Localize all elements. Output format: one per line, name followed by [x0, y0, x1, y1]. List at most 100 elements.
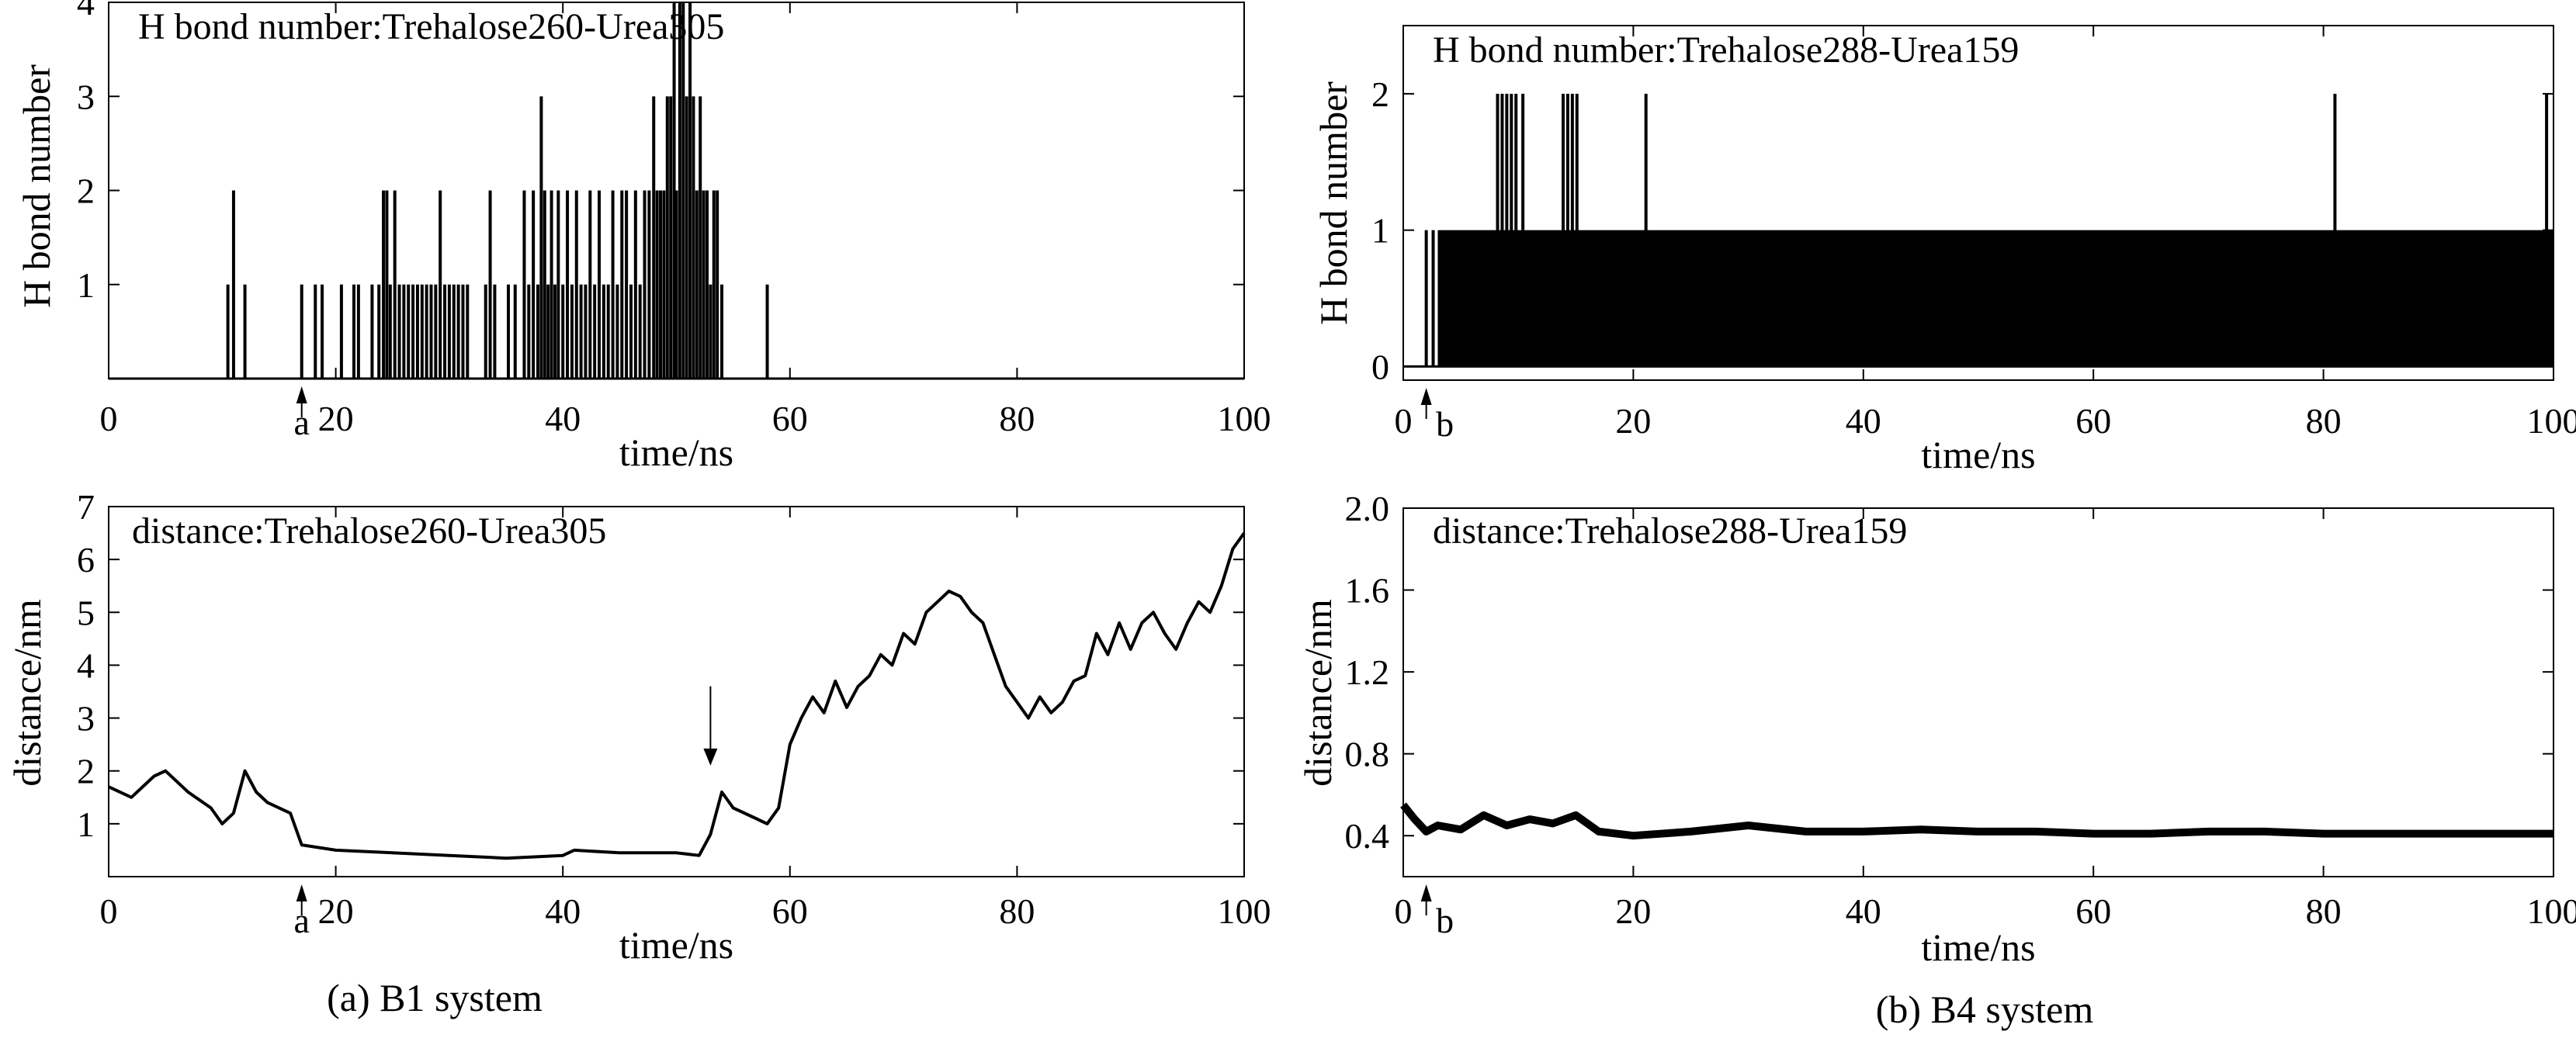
hbond-spike	[1431, 230, 1435, 367]
hbond-spike	[377, 284, 381, 379]
plot-frame	[1402, 25, 2554, 381]
hbond-spike	[513, 284, 517, 379]
hbond-spike	[765, 284, 769, 379]
hbond-spike	[388, 284, 392, 379]
hbond-spike	[598, 190, 602, 379]
hbond-spike	[685, 96, 688, 379]
y-tick-label: 0.4	[1345, 816, 1390, 856]
hbond-spike	[678, 2, 681, 379]
hbond-spike	[356, 284, 360, 379]
hbond-spike	[461, 284, 465, 379]
hbond-spike	[543, 190, 546, 379]
hbond-spike	[1575, 93, 1579, 367]
x-axis-label: time/ns	[619, 923, 733, 967]
x-tick-label: 60	[2075, 891, 2111, 931]
hbond-spike	[532, 190, 536, 379]
y-tick-label: 4	[77, 645, 95, 685]
hbond-spike	[615, 284, 619, 379]
hbond-spike	[402, 284, 406, 379]
hbond-spike	[321, 284, 324, 379]
hbond-spike	[231, 190, 235, 379]
hbond-spike	[352, 284, 356, 379]
hbond-spike	[425, 284, 428, 379]
hbond-spike	[566, 190, 570, 379]
x-axis-label: time/ns	[1921, 433, 2035, 476]
hbond-spike	[1521, 93, 1525, 367]
hbond-spike	[1505, 93, 1509, 367]
hbond-spike	[456, 284, 460, 379]
hbond-spike	[411, 284, 415, 379]
hbond-spike	[1496, 93, 1499, 367]
hbond-spike	[674, 190, 678, 379]
hbond-spike	[681, 2, 685, 379]
plot-frame	[1402, 507, 2554, 877]
y-axis-label: distance/nm	[1296, 599, 1340, 787]
event-arrow-head	[703, 748, 718, 766]
hbond-spike	[665, 96, 669, 379]
y-tick-label: 1.6	[1345, 571, 1390, 611]
x-tick-label: 0	[100, 399, 118, 438]
x-tick-label: 20	[318, 891, 354, 931]
chart-a-bottom: 0 20 40 60 80 100 1 2 3 4 5 6 7 distance:Trehalose260…	[5, 487, 1271, 967]
hbond-spike	[546, 284, 550, 379]
hbond-spike	[692, 96, 695, 379]
x-tick-label: 60	[772, 891, 808, 931]
y-tick-label: 5	[77, 593, 95, 632]
hbond-spike	[706, 190, 709, 379]
hbond-spike	[1510, 93, 1513, 367]
y-tick-label: 2	[77, 752, 95, 791]
y-tick-label: 1	[1371, 211, 1389, 251]
hbond-spike	[620, 190, 624, 379]
y-tick-label: 4	[77, 0, 95, 22]
hbond-spike	[699, 96, 702, 379]
y-axis-label: H bond number	[1312, 81, 1355, 325]
hbond-spike	[415, 284, 419, 379]
hbond-spike	[522, 190, 526, 379]
hbond-spike	[484, 284, 487, 379]
hbond-spike	[611, 190, 615, 379]
hbond-spike	[452, 284, 456, 379]
y-tick-label: 2.0	[1345, 489, 1390, 528]
x-tick-label: 0	[1395, 891, 1413, 931]
hbond-spike	[695, 190, 699, 379]
hbond-spike	[602, 284, 605, 379]
y-tick-label: 2	[1371, 74, 1389, 114]
x-tick-label: 20	[1615, 891, 1651, 931]
hbond-spike	[606, 284, 610, 379]
hbond-spike	[339, 284, 343, 379]
y-tick-label: 3	[77, 77, 95, 116]
hbond-spike	[593, 284, 597, 379]
y-tick-label: 6	[77, 540, 95, 580]
hbond-spike	[407, 284, 411, 379]
panel-title: H bond number:Trehalose260-Urea305	[138, 6, 724, 47]
y-tick-label: 1	[77, 804, 95, 844]
x-tick-label: 100	[1218, 891, 1271, 931]
hbond-spike	[633, 190, 637, 379]
time-marker-arrow	[1420, 884, 1432, 901]
hbond-block	[1437, 230, 2553, 367]
distance-line	[1400, 802, 2553, 840]
time-marker-label: b	[1436, 404, 1454, 444]
hbond-spike	[420, 284, 424, 379]
x-tick-label: 100	[1218, 399, 1271, 438]
time-marker-label: b	[1436, 901, 1454, 940]
y-tick-label: 2	[77, 171, 95, 211]
hbond-spike	[669, 96, 673, 379]
y-tick-label: 7	[77, 487, 95, 527]
hbond-spike	[385, 190, 389, 379]
distance-line	[108, 531, 1246, 860]
hbond-spike	[536, 284, 540, 379]
x-axis-label: time/ns	[1921, 926, 2035, 969]
hbond-spike	[2545, 93, 2549, 367]
hbond-spike	[1500, 93, 1504, 367]
hbond-spike	[539, 96, 543, 379]
hbond-spike	[466, 284, 470, 379]
hbond-spike	[647, 190, 651, 379]
hbond-spike	[574, 190, 578, 379]
hbond-spike	[1514, 93, 1518, 367]
y-tick-label: 0	[1371, 347, 1389, 386]
hbond-spike	[570, 284, 574, 379]
y-tick-label: 3	[77, 699, 95, 739]
hbond-spike	[488, 190, 492, 379]
